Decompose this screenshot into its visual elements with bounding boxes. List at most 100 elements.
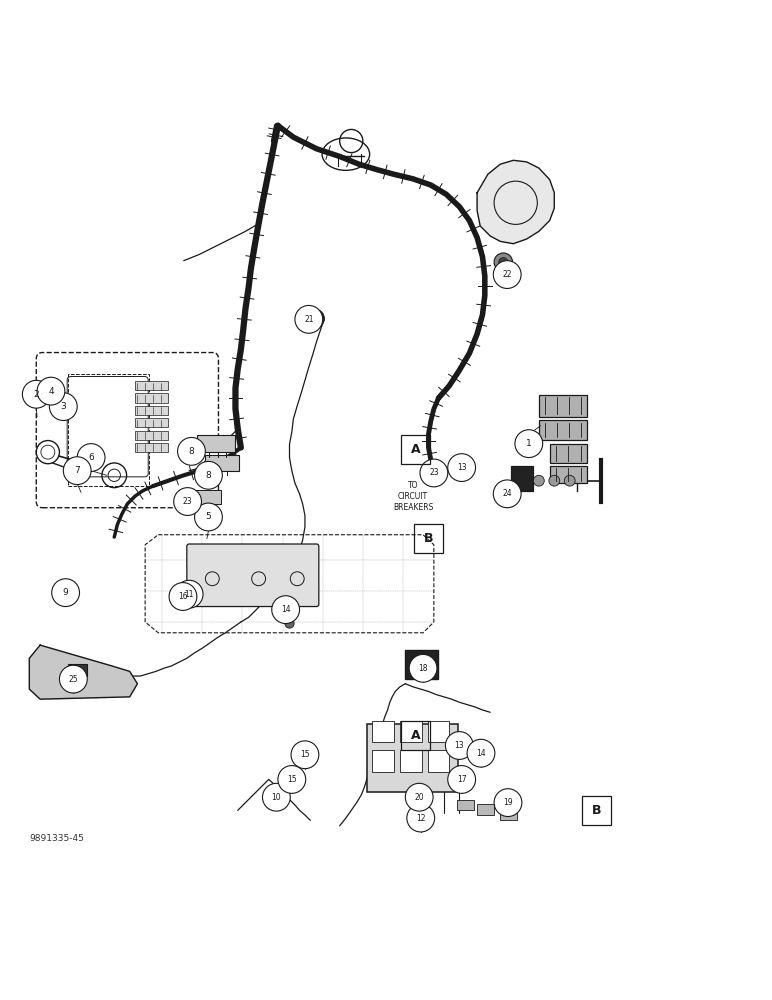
Text: 6: 6 — [88, 453, 94, 462]
FancyBboxPatch shape — [187, 544, 319, 607]
Circle shape — [494, 789, 522, 817]
Circle shape — [262, 783, 290, 811]
Bar — [550, 444, 587, 463]
Circle shape — [285, 600, 294, 609]
Text: 3: 3 — [60, 402, 66, 411]
Circle shape — [445, 732, 473, 759]
Text: 21: 21 — [304, 315, 313, 324]
Bar — [68, 664, 87, 676]
Text: B: B — [424, 532, 433, 545]
Text: 13: 13 — [455, 741, 464, 750]
Bar — [539, 420, 587, 440]
Text: 12: 12 — [416, 814, 425, 823]
Text: 25: 25 — [69, 675, 78, 684]
Text: 5: 5 — [205, 512, 212, 521]
Bar — [205, 455, 239, 471]
Text: 18: 18 — [418, 664, 428, 673]
Bar — [539, 395, 587, 417]
Text: 8: 8 — [205, 471, 212, 480]
Text: 13: 13 — [457, 463, 466, 472]
Polygon shape — [477, 160, 554, 244]
Bar — [428, 721, 449, 742]
Text: 9891335-45: 9891335-45 — [29, 834, 84, 843]
Text: 23: 23 — [183, 497, 192, 506]
Text: B: B — [592, 804, 601, 817]
Circle shape — [195, 503, 222, 531]
Text: 22: 22 — [503, 270, 512, 279]
Circle shape — [405, 783, 433, 811]
Circle shape — [533, 475, 544, 486]
Circle shape — [549, 475, 560, 486]
Circle shape — [467, 739, 495, 767]
Text: 4: 4 — [48, 387, 54, 396]
Text: A: A — [411, 729, 420, 742]
Text: 24: 24 — [503, 489, 512, 498]
Circle shape — [448, 454, 476, 481]
Circle shape — [22, 380, 50, 408]
Bar — [367, 724, 458, 792]
Circle shape — [564, 475, 575, 486]
Bar — [135, 443, 168, 452]
Bar — [135, 431, 168, 440]
Circle shape — [37, 377, 65, 405]
Bar — [477, 804, 494, 815]
Bar — [135, 381, 168, 390]
Text: 16: 16 — [178, 592, 188, 601]
Circle shape — [515, 430, 543, 458]
Circle shape — [195, 461, 222, 489]
Circle shape — [310, 313, 320, 324]
Text: 11: 11 — [185, 590, 194, 599]
Text: TO
CIRCUIT
BREAKERS: TO CIRCUIT BREAKERS — [393, 481, 433, 512]
Circle shape — [306, 309, 324, 328]
Circle shape — [63, 457, 91, 485]
Circle shape — [272, 596, 300, 624]
Text: 23: 23 — [429, 468, 438, 477]
Circle shape — [178, 437, 205, 465]
Text: 8: 8 — [188, 447, 195, 456]
Text: 14: 14 — [281, 605, 290, 614]
Circle shape — [59, 665, 87, 693]
Circle shape — [295, 305, 323, 333]
Circle shape — [169, 583, 197, 610]
Text: 19: 19 — [503, 798, 513, 807]
Text: 17: 17 — [457, 775, 466, 784]
Circle shape — [291, 741, 319, 769]
Circle shape — [52, 579, 80, 607]
Text: 1: 1 — [526, 439, 532, 448]
Circle shape — [407, 804, 435, 832]
Text: 15: 15 — [300, 750, 310, 759]
Bar — [405, 650, 438, 679]
Bar — [500, 810, 517, 820]
Bar — [400, 721, 422, 742]
Circle shape — [49, 393, 77, 420]
Circle shape — [285, 619, 294, 628]
Circle shape — [493, 261, 521, 288]
Text: 9: 9 — [63, 588, 69, 597]
Bar — [135, 418, 168, 427]
Bar — [372, 721, 394, 742]
Bar — [135, 393, 168, 403]
Bar — [197, 435, 235, 452]
Circle shape — [494, 253, 513, 271]
Bar — [550, 466, 587, 483]
Bar — [372, 750, 394, 772]
Bar — [511, 466, 533, 491]
Text: 10: 10 — [272, 793, 281, 802]
Text: 2: 2 — [33, 390, 39, 399]
Bar — [428, 750, 449, 772]
Text: 7: 7 — [74, 466, 80, 475]
Circle shape — [278, 766, 306, 793]
Circle shape — [175, 580, 203, 608]
Text: A: A — [411, 443, 420, 456]
Bar — [457, 800, 474, 810]
Bar — [68, 374, 149, 486]
Text: 14: 14 — [476, 749, 486, 758]
Bar — [135, 406, 168, 415]
Circle shape — [493, 480, 521, 508]
Bar — [191, 490, 221, 504]
Circle shape — [174, 488, 201, 515]
Circle shape — [499, 258, 508, 267]
Bar — [400, 750, 422, 772]
Circle shape — [420, 459, 448, 487]
Circle shape — [409, 654, 437, 682]
